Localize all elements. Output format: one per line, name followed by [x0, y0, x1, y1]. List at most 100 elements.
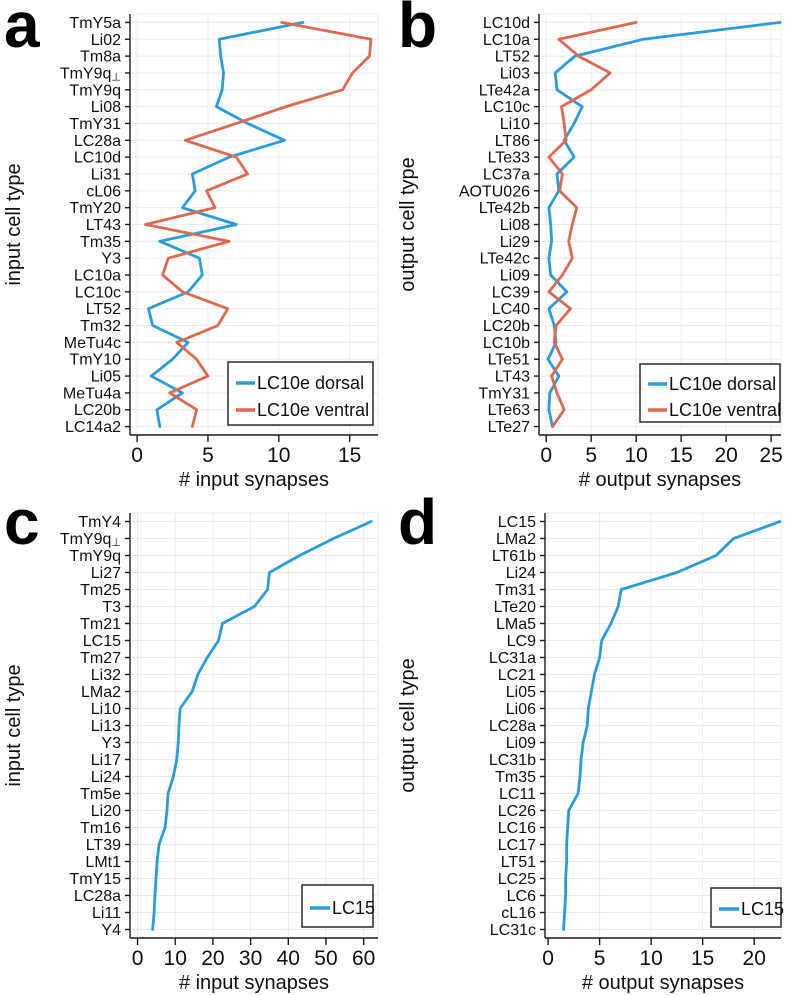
x-tick-label: 50	[314, 947, 337, 970]
y-axis-label: output cell type	[397, 658, 419, 793]
legend-entry-label: LC10e dorsal	[257, 373, 364, 393]
panel-d: d LC15 LMa2 LT61b Li24 Tm31 LTe20 LMa5 LC9 LC31a…	[394, 490, 788, 995]
category-label: LTe63	[488, 402, 531, 419]
legend: LC10e dorsal LC10e ventral	[639, 363, 781, 423]
category-label: Tm31	[495, 582, 536, 599]
category-label: LTe42a	[479, 82, 530, 99]
category-label: TmY9q	[69, 82, 121, 99]
category-label: LC6	[507, 888, 536, 905]
series-line-lc10e-ventral	[144, 21, 373, 428]
category-label: Y4	[101, 922, 121, 939]
axes	[125, 513, 378, 945]
category-label: Li09	[506, 735, 536, 752]
panel-c: c TmY4 TmY9q⊥ TmY9q Li27 Tm25 T3 Tm21 LC15 Tm27 L…	[0, 490, 394, 995]
legend-entry-label: LC15	[332, 898, 375, 918]
category-label: LT51	[501, 854, 536, 871]
category-label: Li08	[91, 99, 121, 116]
category-label: Y3	[101, 251, 121, 268]
category-label: LC10c	[75, 284, 121, 301]
category-label: LT39	[86, 837, 121, 854]
category-label: LTe33	[488, 150, 531, 167]
category-label: TmY20	[69, 200, 121, 217]
series-line-lc15	[562, 520, 782, 931]
category-label: Li24	[91, 769, 121, 786]
legend-box	[639, 363, 781, 423]
category-label: Li02	[91, 32, 121, 49]
panel-d-plot: LC15LMa2LT61bLi24Tm31LTe20LMa5LC9LC31aLC…	[397, 512, 784, 994]
category-label: LC28a	[74, 888, 121, 905]
category-label: Li09	[500, 268, 530, 285]
gridlines	[130, 14, 378, 435]
category-label: Tm8a	[80, 49, 121, 66]
x-tick-label: 0	[542, 947, 554, 970]
x-tick-label: 20	[743, 947, 766, 970]
x-tick-label: 15	[669, 444, 692, 467]
category-label: LMt1	[85, 854, 121, 871]
category-label: Li20	[91, 803, 121, 820]
category-label: LTe42b	[479, 200, 530, 217]
category-label: LC28a	[74, 133, 121, 150]
x-tick-label: 20	[714, 444, 737, 467]
x-tick-label: 15	[338, 444, 361, 467]
series-line-lc10e-ventral	[547, 21, 638, 428]
category-label: LC10c	[484, 99, 530, 116]
category-label: TmY31	[69, 116, 121, 133]
legend-box	[227, 361, 374, 426]
y-axis-label: input cell type	[3, 163, 25, 285]
category-label: LC9	[507, 633, 536, 650]
category-label: Li10	[91, 701, 121, 718]
category-label: LC16	[498, 820, 536, 837]
category-label: TmY9q⊥	[60, 65, 121, 83]
category-label: TmY5a	[69, 15, 121, 32]
x-tick-labels: 0 10 20 30 40 50 60	[132, 947, 376, 970]
legend: LC10e dorsal LC10e ventral	[227, 361, 374, 426]
category-label: MeTu4c	[64, 335, 121, 352]
category-label: Y3	[101, 735, 121, 752]
x-tick-label: 0	[132, 947, 144, 970]
x-tick-label: 5	[594, 947, 606, 970]
category-label: TmY31	[478, 385, 530, 402]
category-label: Tm25	[80, 582, 121, 599]
series-line-lc15	[151, 520, 373, 931]
category-label: LC15	[498, 514, 536, 531]
category-label: LC17	[498, 837, 536, 854]
category-label: LT43	[86, 217, 121, 234]
axes	[534, 14, 781, 442]
category-label: LTe20	[494, 599, 537, 616]
category-label: TmY9q⊥	[60, 531, 121, 549]
category-label: LT52	[495, 49, 530, 66]
category-label: LC28a	[489, 718, 536, 735]
category-label: LMa2	[496, 531, 536, 548]
category-label: LT43	[495, 369, 530, 386]
category-label: TmY10	[69, 352, 121, 369]
category-label: LC10a	[483, 32, 530, 49]
x-axis-label: # input synapses	[179, 469, 329, 491]
y-category-labels: TmY5aLi02Tm8aTmY9q⊥TmY9qLi08TmY31LC28aLC…	[60, 15, 121, 436]
x-tick-label: 10	[624, 444, 647, 467]
x-tick-label: 25	[759, 444, 782, 467]
x-tick-label: 10	[639, 947, 662, 970]
legend-entry-label: LC10e ventral	[669, 400, 781, 420]
category-label: LC10b	[483, 335, 530, 352]
category-label: LMa5	[496, 616, 536, 633]
category-label: Tm5e	[80, 786, 121, 803]
panel-b-letter: b	[398, 0, 438, 61]
axes	[540, 513, 781, 945]
category-label: Li06	[506, 701, 536, 718]
x-tick-labels: 0 5 10 15 20	[542, 947, 766, 970]
y-category-labels: TmY4TmY9q⊥TmY9qLi27Tm25T3Tm21LC15Tm27Li3…	[60, 514, 121, 939]
y-category-labels: LC15LMa2LT61bLi24Tm31LTe20LMa5LC9LC31aLC…	[489, 514, 536, 939]
x-tick-label: 20	[201, 947, 224, 970]
x-tick-label: 60	[352, 947, 375, 970]
x-tick-label: 0	[540, 444, 552, 467]
category-label: LC26	[498, 803, 536, 820]
legend: LC15	[301, 884, 375, 928]
category-label: LTe42c	[480, 251, 530, 268]
legend-box	[301, 884, 374, 928]
x-axis-label: # input synapses	[179, 972, 329, 994]
y-axis-label: output cell type	[397, 157, 419, 292]
category-label: LC31a	[489, 650, 536, 667]
category-label: LC10d	[74, 150, 121, 167]
x-tick-label: 0	[131, 444, 143, 467]
category-label: LMa2	[81, 684, 121, 701]
